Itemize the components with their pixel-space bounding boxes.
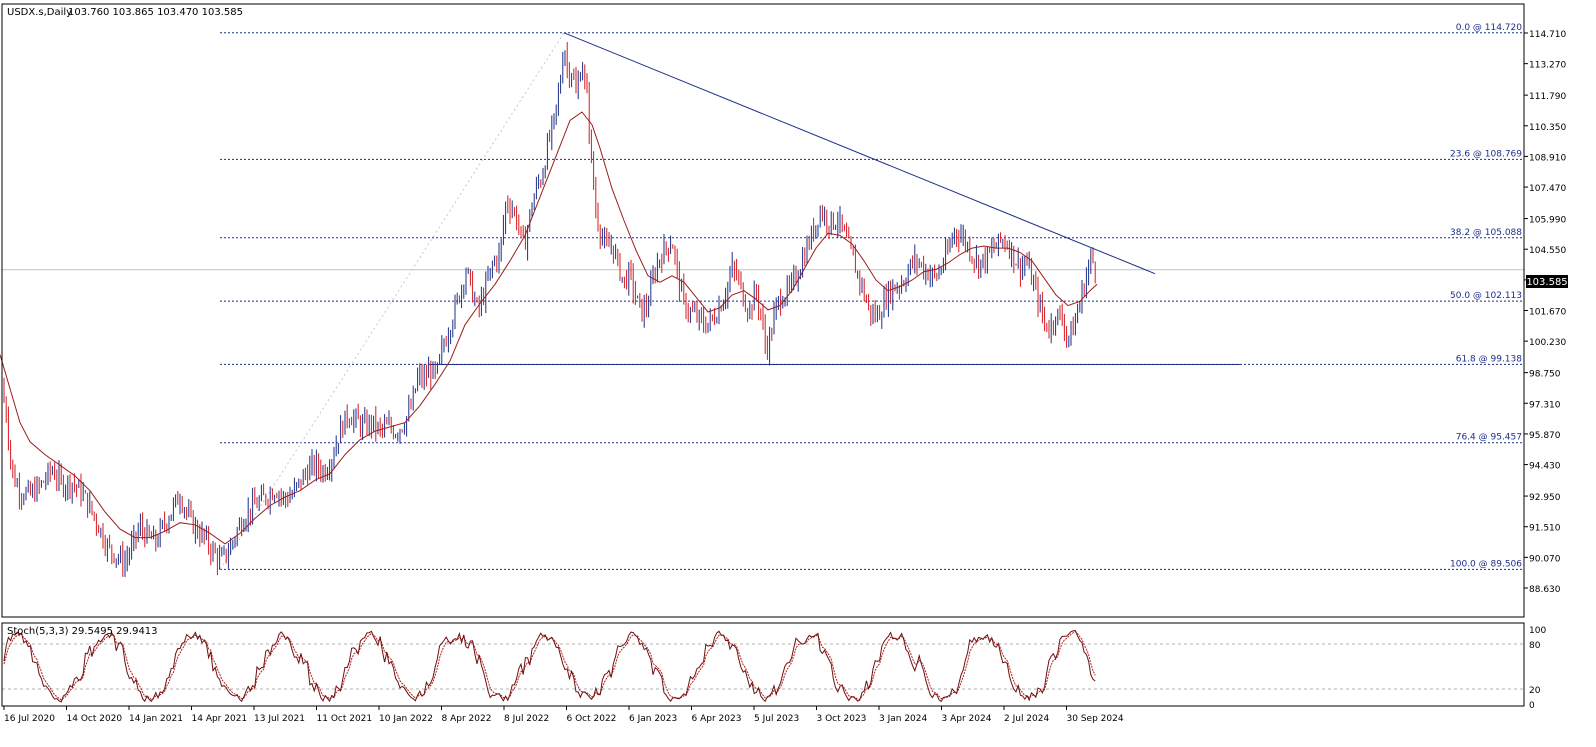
- x-tick-label: 6 Oct 2022: [567, 714, 617, 724]
- current-price-label: 103.585: [1526, 277, 1567, 288]
- symbol-label: USDX.s,Daily: [7, 7, 72, 18]
- fib-level-label: 76.4 @ 95.457: [1456, 433, 1522, 443]
- y-tick-label: 91.510: [1529, 524, 1561, 534]
- x-tick-label: 14 Oct 2020: [67, 714, 123, 724]
- x-tick-label: 3 Oct 2023: [817, 714, 867, 724]
- y-tick-label: 114.710: [1529, 30, 1566, 40]
- y-tick-label: 97.310: [1529, 400, 1561, 410]
- y-tick-label: 88.630: [1529, 585, 1561, 595]
- fib-level-label: 61.8 @ 99.138: [1456, 354, 1523, 364]
- price-panel: 0.0 @ 114.720 23.6 @ 108.769 38.2 @ 105.08…: [0, 23, 1524, 578]
- x-tick-label: 10 Jan 2022: [379, 714, 433, 724]
- ohlc-label: 103.760 103.865 103.470 103.585: [68, 7, 243, 18]
- y-tick-label: 111.790: [1529, 92, 1566, 102]
- x-tick-label: 30 Sep 2024: [1067, 714, 1124, 724]
- y-tick-label: 95.870: [1529, 431, 1561, 441]
- y-tick-label: 113.270: [1529, 61, 1566, 71]
- stochastic-panel: 100 80 20 0: [2, 626, 1546, 711]
- stoch-panel-frame: [1, 622, 1525, 707]
- fib-level-label: 50.0 @ 102.113: [1450, 291, 1522, 301]
- y-tick-label: 105.990: [1529, 216, 1566, 226]
- fib-level-label: 38.2 @ 105.088: [1450, 228, 1522, 238]
- x-tick-label: 8 Apr 2022: [442, 714, 492, 724]
- y-tick-label: 92.950: [1529, 493, 1561, 503]
- stoch-y-tick-label: 20: [1529, 686, 1541, 696]
- current-price-box: [1526, 275, 1568, 288]
- descending-trendline: [563, 32, 1156, 275]
- y-tick-label: 101.670: [1529, 308, 1566, 318]
- x-tick-label: 3 Jan 2024: [879, 714, 927, 724]
- y-tick-label: 104.550: [1529, 246, 1566, 256]
- stoch-label: Stoch(5,3,3) 29.5495 29.9413: [7, 626, 158, 637]
- fib-level-label: 100.0 @ 89.506: [1450, 559, 1522, 569]
- fib-level-label: 0.0 @ 114.720: [1456, 23, 1523, 33]
- x-tick-label: 3 Apr 2024: [942, 714, 992, 724]
- stoch-main-line: [3, 630, 1096, 703]
- stoch-y-tick-label: 80: [1529, 641, 1541, 651]
- stoch-y-tick-label: 0: [1529, 701, 1535, 711]
- x-tick-label: 11 Oct 2021: [317, 714, 373, 724]
- x-tick-label: 6 Apr 2023: [692, 714, 742, 724]
- y-tick-label: 100.230: [1529, 338, 1566, 348]
- y-tick-label: 108.910: [1529, 153, 1566, 163]
- x-tick-label: 8 Jul 2022: [504, 714, 549, 724]
- axes: 114.710 113.270 111.790 110.350 108.910 107.4…: [1, 3, 1566, 724]
- y-tick-label: 94.430: [1529, 462, 1561, 472]
- moving-average-line: [0, 111, 1098, 545]
- x-tick-label: 2 Jul 2024: [1004, 714, 1049, 724]
- x-tick-label: 6 Jan 2023: [629, 714, 677, 724]
- x-tick-label: 13 Jul 2021: [254, 714, 305, 724]
- y-tick-label: 98.750: [1529, 370, 1561, 380]
- x-tick-label: 14 Jan 2021: [129, 714, 183, 724]
- x-tick-label: 14 Apr 2021: [192, 714, 248, 724]
- fib-level-label: 23.6 @ 108.769: [1450, 149, 1522, 159]
- stoch-y-tick-label: 100: [1529, 626, 1546, 636]
- x-tick-label: 16 Jul 2020: [4, 714, 55, 724]
- y-tick-label: 90.070: [1529, 554, 1561, 564]
- y-tick-label: 110.350: [1529, 123, 1566, 133]
- x-tick-label: 5 Jul 2023: [754, 714, 799, 724]
- y-tick-label: 107.470: [1529, 184, 1566, 194]
- fib-diagonal-line: [219, 32, 565, 570]
